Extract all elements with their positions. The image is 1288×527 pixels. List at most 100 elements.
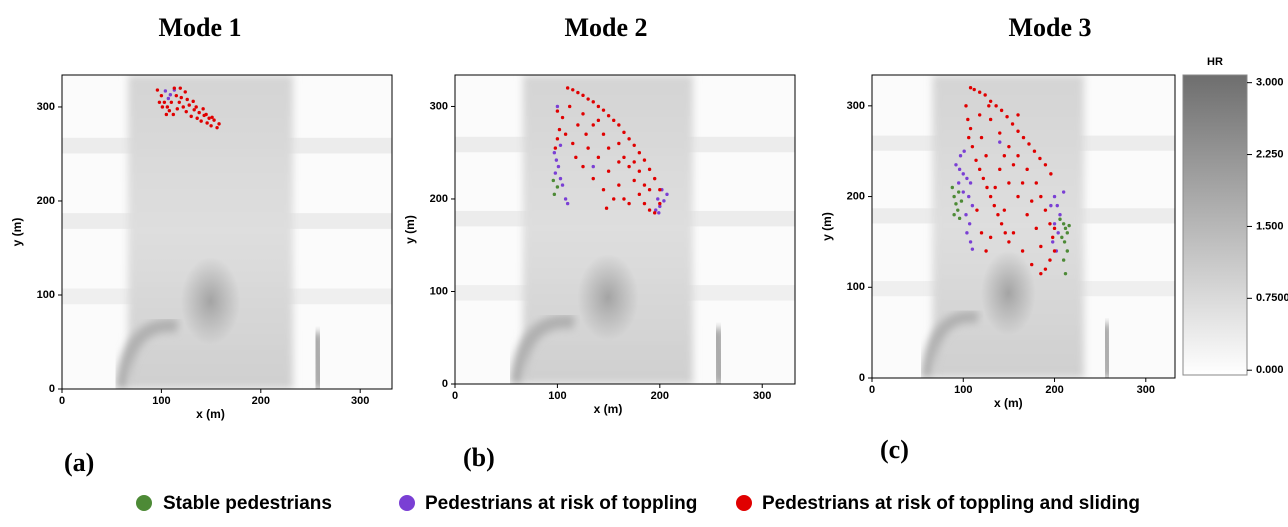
field-leg xyxy=(308,332,327,389)
pedestrian-point xyxy=(169,100,174,104)
pedestrian-point xyxy=(965,231,969,235)
pedestrian-point xyxy=(174,93,179,98)
pedestrian-point xyxy=(1063,226,1068,231)
hr-field xyxy=(455,75,795,384)
pedestrian-point xyxy=(656,197,660,201)
pedestrian-point xyxy=(1016,154,1020,158)
pedestrian-point xyxy=(601,188,606,192)
pedestrian-point xyxy=(1032,149,1037,153)
x-tick-label: 300 xyxy=(1137,384,1155,396)
pedestrian-point xyxy=(952,213,956,217)
pedestrian-point xyxy=(591,164,595,169)
pedestrian-point xyxy=(642,201,647,206)
pedestrian-point xyxy=(558,176,563,181)
pedestrian-point xyxy=(195,116,199,120)
pedestrian-point xyxy=(164,112,169,117)
pedestrian-point xyxy=(591,176,595,181)
pedestrian-point xyxy=(215,125,219,130)
pedestrian-point xyxy=(981,176,986,181)
axes-frame xyxy=(454,74,796,385)
pedestrian-point xyxy=(1061,222,1066,226)
pedestrian-point xyxy=(958,154,963,158)
pedestrian-point xyxy=(563,132,568,136)
pedestrian-point xyxy=(160,105,165,109)
pedestrian-point xyxy=(162,100,167,104)
pedestrian-point xyxy=(950,185,955,190)
field-leg xyxy=(920,310,979,378)
y-tick-label: 100 xyxy=(37,289,55,301)
pedestrian-point xyxy=(1052,194,1057,199)
pedestrian-point xyxy=(956,208,960,212)
pedestrian-point xyxy=(553,171,558,175)
y-tick-label: 300 xyxy=(37,101,55,113)
pedestrian-point xyxy=(217,122,221,126)
pedestrian-point xyxy=(1030,199,1034,203)
pedestrian-point xyxy=(567,104,572,109)
pedestrian-point xyxy=(187,103,191,107)
pedestrian-point xyxy=(967,135,971,140)
pedestrian-point xyxy=(632,178,636,183)
pedestrian-point xyxy=(555,185,560,189)
pedestrian-point xyxy=(1021,135,1026,140)
pedestrian-point xyxy=(652,211,657,215)
pedestrian-point xyxy=(1049,203,1053,208)
pedestrian-point xyxy=(1038,156,1042,161)
pedestrian-point xyxy=(558,143,563,148)
pedestrian-point xyxy=(1065,249,1070,253)
pedestrian-point xyxy=(181,105,185,109)
pedestrian-point xyxy=(1003,231,1007,235)
x-tick-label: 0 xyxy=(452,390,458,402)
pedestrian-point xyxy=(979,231,984,235)
pedestrian-point xyxy=(204,112,208,117)
pedestrian-point xyxy=(970,247,975,251)
pedestrian-point xyxy=(1025,167,1029,172)
pedestrian-point xyxy=(596,104,601,109)
pedestrian-point xyxy=(606,169,611,173)
pedestrian-point xyxy=(1002,208,1007,212)
pedestrian-point xyxy=(968,126,973,131)
y-tick-label: 200 xyxy=(430,193,448,205)
hr-field xyxy=(62,75,392,389)
pedestrian-point xyxy=(1062,240,1067,244)
pedestrian-point xyxy=(1061,258,1066,262)
pedestrian-point xyxy=(647,208,652,212)
pedestrian-point xyxy=(581,164,585,169)
pedestrian-point xyxy=(977,113,982,117)
y-tick-label: 300 xyxy=(847,100,865,112)
pedestrian-point xyxy=(1056,231,1060,235)
pedestrian-point xyxy=(571,141,575,146)
pedestrian-point xyxy=(591,100,595,104)
colorbar-tick-label: 2.250 xyxy=(1256,148,1284,160)
pedestrian-point xyxy=(1043,267,1048,271)
pedestrian-point xyxy=(596,118,601,123)
x-tick-label: 200 xyxy=(252,395,270,407)
y-axis-label: y (m) xyxy=(820,212,834,241)
pedestrian-point xyxy=(984,249,988,253)
pedestrian-point xyxy=(998,140,1002,144)
y-axis-label: y (m) xyxy=(10,218,24,247)
pedestrian-point xyxy=(207,116,211,120)
pedestrian-point xyxy=(964,213,968,217)
panel-label: (b) xyxy=(463,443,495,472)
field-leg xyxy=(709,327,728,384)
pedestrian-point xyxy=(968,240,973,244)
pedestrian-point xyxy=(555,109,560,113)
pedestrian-point xyxy=(168,93,173,97)
pedestrian-point xyxy=(637,169,642,173)
colorbar-tick-label: 3.000 xyxy=(1256,77,1284,89)
pedestrian-point xyxy=(1025,213,1029,217)
pedestrian-point xyxy=(209,124,213,128)
y-tick-label: 100 xyxy=(430,285,448,297)
pedestrian-point xyxy=(183,90,187,94)
pedestrian-point xyxy=(654,208,658,212)
axes-frame xyxy=(871,74,1176,379)
y-tick-label: 0 xyxy=(49,383,55,395)
pedestrian-point xyxy=(1016,113,1020,117)
pedestrian-point xyxy=(565,86,570,90)
pedestrian-point xyxy=(1011,163,1016,167)
pedestrian-point xyxy=(1007,181,1011,185)
pedestrian-point xyxy=(632,143,636,148)
legend-marker xyxy=(399,495,415,511)
x-tick-label: 200 xyxy=(651,390,669,402)
